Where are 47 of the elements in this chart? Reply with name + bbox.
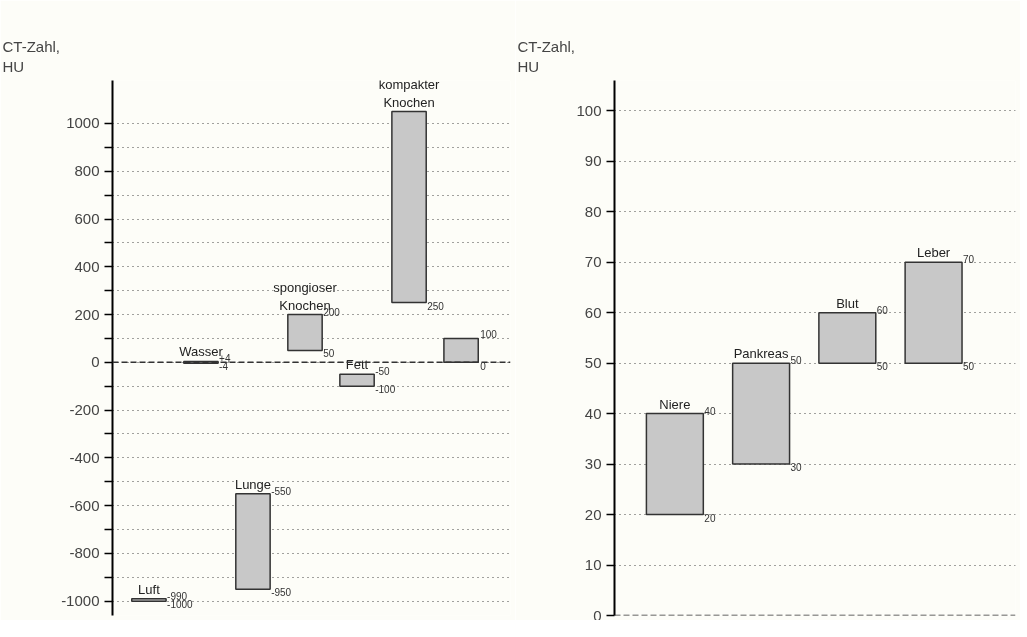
y-tick-label: 600 — [74, 210, 100, 228]
y-tick-label: 80 — [584, 202, 602, 220]
x-tick-label: Pankreas — [733, 346, 790, 362]
x-tick-label: Lunge — [234, 476, 272, 492]
y-tick-label: 30 — [584, 455, 602, 473]
y-tick-label: -400 — [69, 448, 100, 466]
y-tick-label: 40 — [584, 404, 602, 422]
y-tick-label: -200 — [69, 401, 100, 419]
y-tick-label: 50 — [584, 354, 602, 372]
annotation: 70 — [963, 254, 975, 266]
annotation: -100 — [375, 384, 396, 396]
y-tick-label: -1000 — [61, 592, 100, 610]
y-axis-title: CT-Zahl, HU — [2, 38, 61, 76]
annotation: 20 — [704, 512, 716, 524]
annotation: 250 — [427, 300, 445, 312]
y-tick-label: 100 — [576, 101, 602, 119]
annotation: 30 — [790, 462, 803, 474]
y-tick-label: 70 — [584, 253, 602, 271]
y-tick-label: 20 — [584, 505, 602, 523]
x-tick-label: Luft — [138, 581, 161, 597]
annotation: 50 — [790, 355, 803, 367]
x-tick-label: Niere — [659, 396, 691, 412]
y-tick-label: 200 — [74, 305, 100, 323]
annotation: 50 — [963, 361, 975, 373]
annotation: 40 — [704, 405, 716, 417]
y-tick-label: 400 — [74, 257, 100, 275]
y-tick-label: 0 — [593, 606, 602, 624]
y-tick-label: 90 — [584, 152, 602, 170]
y-tick-label: 800 — [74, 162, 100, 180]
annotation: 50 — [323, 348, 335, 360]
annotation: 50 — [876, 361, 889, 373]
x-tick-label: Leber — [916, 245, 951, 261]
y-tick-label: -600 — [69, 496, 100, 514]
annotation: -50 — [375, 366, 391, 378]
annotation: -1000 — [167, 599, 194, 611]
y-tick-label: 1000 — [66, 114, 100, 132]
y-tick-label: 0 — [91, 353, 100, 371]
y-tick-label: 60 — [584, 303, 602, 321]
annotation: -990 — [167, 590, 188, 602]
annotation: 60 — [876, 304, 889, 316]
x-tick-label: Blut — [836, 295, 859, 311]
annotation: -550 — [271, 485, 292, 497]
y-tick-label: 10 — [584, 556, 602, 574]
annotation: 100 — [480, 329, 498, 341]
y-tick-label: -800 — [69, 544, 100, 562]
y-axis-title: CT-Zahl, HU — [517, 38, 576, 76]
annotation: -950 — [271, 587, 292, 599]
